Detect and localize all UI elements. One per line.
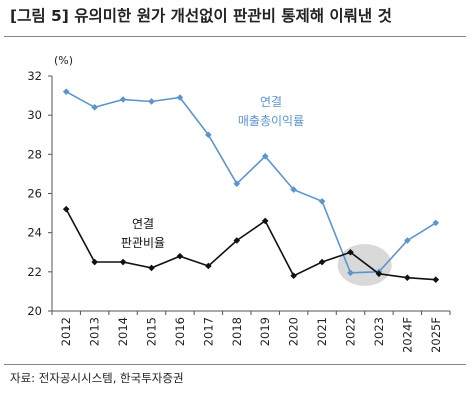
data-point-sales_margin bbox=[205, 131, 212, 139]
data-point-sales_margin bbox=[91, 104, 98, 111]
y-tick-label: 22 bbox=[27, 265, 42, 279]
x-tick-label: 2018 bbox=[230, 317, 244, 346]
series-label-sga-line1: 연결 bbox=[132, 217, 154, 231]
data-point-sales_margin bbox=[176, 94, 184, 101]
x-tick-label: 2013 bbox=[88, 317, 102, 346]
x-tick-label: 2016 bbox=[173, 317, 187, 346]
data-point-sga_ratio bbox=[404, 274, 411, 282]
data-point-sga_ratio bbox=[176, 252, 184, 260]
data-point-sales_margin bbox=[62, 88, 70, 95]
data-point-sga_ratio bbox=[261, 217, 269, 225]
series-line-sales_margin bbox=[65, 90, 437, 274]
data-point-sga_ratio bbox=[233, 237, 241, 244]
data-point-sales_margin bbox=[261, 152, 269, 160]
series-label-sales-margin-line2: 매출총이익률 bbox=[238, 114, 304, 128]
series-line-sga_ratio bbox=[65, 208, 436, 281]
x-tick-label: 2014 bbox=[116, 317, 130, 346]
top-rule bbox=[4, 36, 466, 37]
data-point-sales_margin bbox=[318, 198, 326, 205]
y-tick-label: 26 bbox=[27, 187, 42, 201]
data-point-sga_ratio bbox=[148, 264, 155, 272]
y-tick-label: 28 bbox=[27, 147, 42, 161]
y-tick-label: 32 bbox=[27, 69, 42, 83]
data-point-sga_ratio bbox=[91, 258, 98, 266]
data-point-sga_ratio bbox=[347, 248, 354, 256]
data-point-sga_ratio bbox=[318, 258, 326, 266]
x-tick-label: 2012 bbox=[59, 317, 73, 346]
y-tick-label: 24 bbox=[27, 226, 42, 240]
data-point-sales_margin bbox=[119, 96, 127, 103]
series-label-sga-line2: 판관비율 bbox=[121, 236, 165, 250]
data-point-sga_ratio bbox=[375, 270, 383, 278]
data-point-sales_margin bbox=[347, 269, 354, 277]
x-tick-label: 2020 bbox=[287, 317, 301, 346]
data-point-sga_ratio bbox=[205, 262, 212, 270]
data-point-sales_margin bbox=[290, 186, 297, 193]
x-tick-label: 2023 bbox=[372, 317, 386, 346]
figure-title: [그림 5] 유의미한 원가 개선없이 판관비 통제해 이뤄낸 것 bbox=[10, 7, 392, 25]
data-point-sga_ratio bbox=[432, 276, 440, 283]
bottom-rule bbox=[4, 364, 466, 365]
x-tick-label: 2024F bbox=[400, 317, 414, 353]
x-tick-label: 2022 bbox=[344, 317, 358, 346]
x-tick-label: 2015 bbox=[145, 317, 159, 346]
series-label-sales-margin-line1: 연결 bbox=[260, 95, 282, 109]
data-point-sales_margin bbox=[432, 219, 440, 227]
data-point-sga_ratio bbox=[62, 205, 70, 213]
highlight-ellipse bbox=[337, 243, 392, 286]
data-point-sales_margin bbox=[233, 180, 241, 188]
data-point-sales_margin bbox=[404, 237, 411, 244]
data-point-sales_margin bbox=[148, 98, 155, 105]
y-tick-label: 20 bbox=[27, 304, 42, 318]
data-point-sga_ratio bbox=[290, 272, 297, 280]
x-tick-label: 2021 bbox=[315, 317, 329, 346]
x-tick-label: 2025F bbox=[429, 317, 443, 353]
y-tick-label: 30 bbox=[27, 108, 42, 122]
data-point-sga_ratio bbox=[119, 258, 127, 266]
x-tick-label: 2017 bbox=[201, 317, 215, 346]
x-tick-label: 2019 bbox=[258, 317, 272, 346]
y-unit-label: (%) bbox=[54, 54, 73, 67]
source-note: 자료: 전자공시시스템, 한국투자증권 bbox=[10, 371, 184, 385]
